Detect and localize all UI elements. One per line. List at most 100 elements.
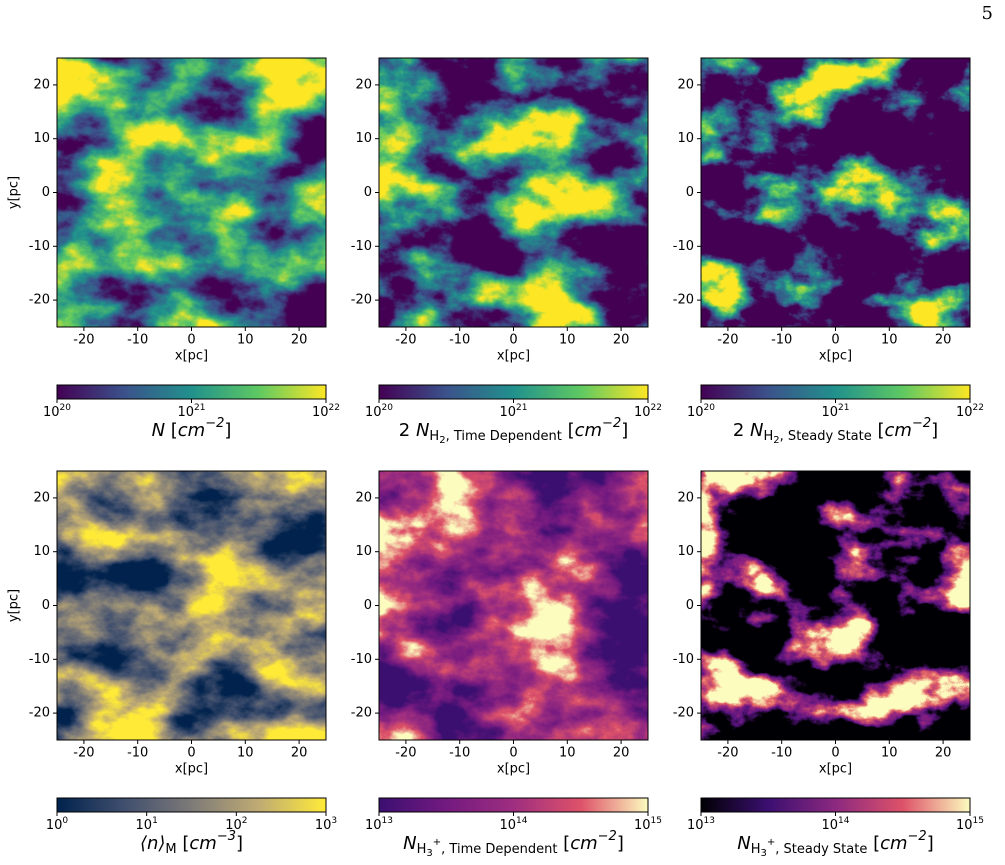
tick-power: 21 [516,403,527,413]
label-part: N [403,833,416,854]
colorbar-tick-label: 1020 [365,403,393,420]
y-tick-label: -10 [351,239,372,254]
x-tick-label: -10 [449,746,470,761]
tick-base: 10 [687,818,704,833]
colorbar-tick-label: 1021 [500,403,528,420]
x-tick-label: 10 [559,746,576,761]
x-tick-label: 10 [559,333,576,348]
tick-power: 1 [152,816,158,826]
colorbar-tick-label: 1021 [822,403,850,420]
label-part: ⟨n⟩ [140,833,165,854]
x-tick-label: 0 [187,746,195,761]
x-tick-label: -20 [395,333,416,348]
tick-power: 14 [516,816,528,826]
page-number: 5 [982,3,993,24]
label-part: cm [575,420,602,441]
x-tick-label: 0 [831,746,839,761]
colorbar-tick-label: 1022 [634,403,662,420]
y-tick-label: -10 [29,652,50,667]
label-part: ] [927,833,934,854]
label-part: , Steady State [775,842,867,857]
label-part: cm [880,833,907,854]
y-tick-label: 20 [677,490,694,505]
x-tick-label: 20 [291,333,308,348]
label-part: N [152,420,165,441]
tick-power: 0 [62,816,68,826]
label-part: −2 [912,416,931,431]
x-tick-label: -20 [717,333,738,348]
y-tick-label: 10 [33,131,50,146]
colorbar-tick-label: 1013 [687,816,715,833]
x-tick-label: -20 [717,746,738,761]
y-tick-label: -10 [673,652,694,667]
y-tick-label: 0 [686,185,694,200]
tick-power: 2 [242,816,248,826]
map-image [379,471,648,740]
colorbar [56,797,327,813]
tick-power: 20 [704,403,716,413]
label-part: + [433,837,441,848]
x-tick-label: 20 [935,746,952,761]
x-tick-label: 10 [237,333,254,348]
label-part: [ [177,833,190,854]
x-tick-label: -20 [73,333,94,348]
y-tick-label: -10 [29,239,50,254]
x-tick-label: 20 [291,746,308,761]
label-part: H [429,429,439,444]
tick-power: 13 [704,816,715,826]
y-tick-label: -20 [673,706,694,721]
label-part: 3 [761,848,767,859]
label-part: −2 [908,829,927,844]
x-axis-label: x[pc] [175,349,208,364]
label-part: H [764,429,774,444]
tick-base: 10 [46,818,63,833]
x-tick-label: -20 [395,746,416,761]
tick-power: 13 [382,816,393,826]
label-part: [ [557,833,570,854]
label-part: M [165,842,176,857]
y-tick-label: 10 [33,544,50,559]
tick-base: 10 [634,818,651,833]
label-part: [ [562,420,575,441]
y-tick-label: -20 [351,706,372,721]
y-tick-label: -10 [673,239,694,254]
label-part: 2 [399,420,416,441]
label-part: ] [931,420,938,441]
colorbar-tick-label: 101 [136,816,158,833]
map-image [57,471,326,740]
x-axis-label: x[pc] [819,349,852,364]
x-tick-label: -10 [127,333,148,348]
label-part: cm [178,420,205,441]
label-part: [ [867,833,880,854]
x-axis-label: x[pc] [497,762,530,777]
label-part: [ [872,420,885,441]
map-image [57,58,326,327]
label-part: ] [621,420,628,441]
colorbar-tick-label: 1020 [43,403,71,420]
tick-base: 10 [312,405,329,420]
x-tick-label: -10 [771,746,792,761]
x-tick-label: -20 [73,746,94,761]
label-part: 2 [773,435,779,446]
tick-base: 10 [315,818,332,833]
tick-base: 10 [822,818,839,833]
label-part: 3 [426,848,432,859]
label-part: , Time Dependent [441,842,557,857]
map-image [701,471,970,740]
label-part: 2 [439,435,445,446]
colorbar-label: 2 NH2, Steady State [cm−2] [733,416,938,447]
tick-power: 22 [651,403,662,413]
label-part: −2 [598,829,617,844]
x-tick-label: -10 [771,333,792,348]
label-part: ] [224,420,231,441]
y-tick-label: 20 [677,77,694,92]
label-part: , Steady State [780,429,872,444]
tick-power: 3 [331,816,337,826]
tick-base: 10 [822,405,839,420]
y-axis-label: y[pc] [7,589,22,622]
x-axis-label: x[pc] [819,762,852,777]
y-tick-label: 20 [33,77,50,92]
label-part: cm [570,833,597,854]
tick-base: 10 [634,405,651,420]
